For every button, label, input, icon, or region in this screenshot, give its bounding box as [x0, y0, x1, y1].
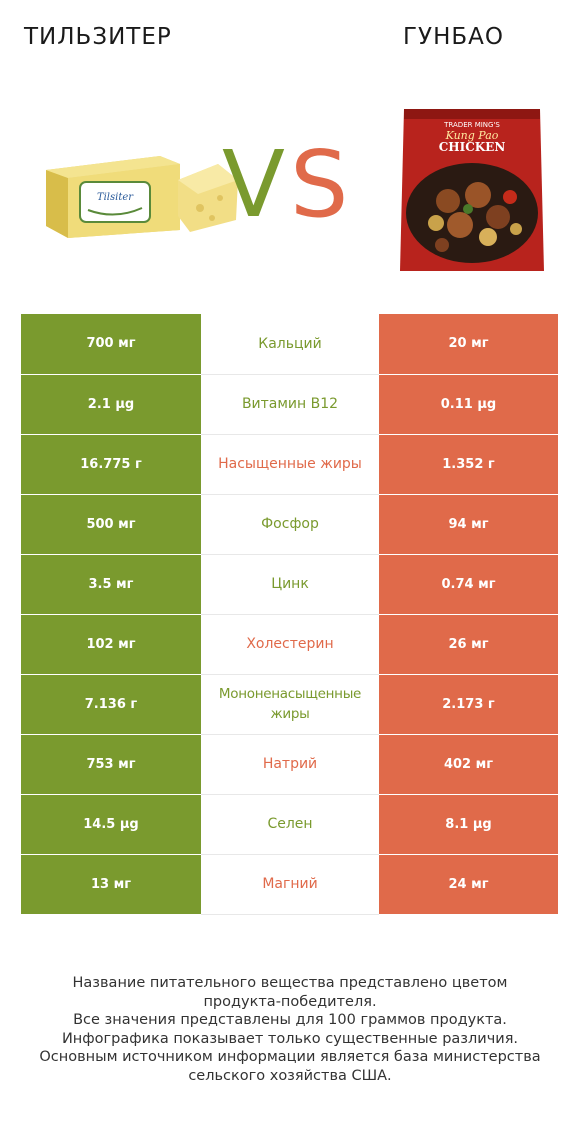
left-value: 14.5 µg — [21, 794, 201, 855]
right-value: 402 мг — [379, 734, 558, 795]
package-brand: TRADER MING'S — [443, 121, 500, 129]
right-value: 8.1 µg — [379, 794, 558, 855]
cheese-label: Tilsiter — [97, 192, 134, 203]
right-value: 20 мг — [379, 314, 558, 375]
table-row: 14.5 µg Селен 8.1 µg — [21, 794, 558, 855]
nutrient-name: Селен — [201, 794, 379, 855]
right-value: 0.74 мг — [379, 554, 558, 615]
left-product-title: ТИЛЬЗИТЕР — [24, 24, 172, 50]
nutrient-name: Насыщенные жиры — [201, 434, 379, 495]
right-value: 0.11 µg — [379, 374, 558, 435]
nutrient-name: Натрий — [201, 734, 379, 795]
kung-pao-chicken-image: TRADER MING'S Kung Pao CHICKEN — [400, 109, 544, 271]
nutrient-name: Витамин B12 — [201, 374, 379, 435]
left-value: 753 мг — [21, 734, 201, 795]
table-row: 753 мг Натрий 402 мг — [21, 734, 558, 795]
table-row: 102 мг Холестерин 26 мг — [21, 614, 558, 675]
footnote-line: Инфографика показывает только существенн… — [61, 1030, 519, 1047]
left-value: 13 мг — [21, 854, 201, 915]
table-row: 16.775 г Насыщенные жиры 1.352 г — [21, 434, 558, 495]
package-line2: CHICKEN — [439, 140, 506, 154]
table-row: 13 мг Магний 24 мг — [21, 854, 558, 915]
left-value: 700 мг — [21, 314, 201, 375]
footnote: Название питательного вещества представл… — [20, 974, 560, 1085]
right-value: 26 мг — [379, 614, 558, 675]
footnote-line: продукта-победителя. — [203, 993, 377, 1010]
left-value: 16.775 г — [21, 434, 201, 495]
footnote-line: Все значения представлены для 100 граммо… — [73, 1012, 507, 1028]
table-row: 7.136 г Мононенасыщенные жиры 2.173 г — [21, 674, 558, 735]
left-value: 7.136 г — [21, 674, 201, 735]
nutrient-name: Мононенасыщенные жиры — [201, 674, 379, 735]
nutrient-name: Кальций — [201, 314, 379, 375]
right-value: 24 мг — [379, 854, 558, 915]
nutrient-comparison-table: 700 мг Кальций 20 мг 2.1 µg Витамин B12 … — [21, 314, 558, 915]
table-row: 3.5 мг Цинк 0.74 мг — [21, 554, 558, 615]
left-value: 102 мг — [21, 614, 201, 675]
nutrient-name: Цинк — [201, 554, 379, 615]
nutrient-name: Фосфор — [201, 494, 379, 555]
left-value: 3.5 мг — [21, 554, 201, 615]
tilsiter-cheese-image: Tilsiter — [46, 156, 238, 238]
vs-label: V S — [220, 135, 360, 235]
nutrient-name: Холестерин — [201, 614, 379, 675]
vs-v-letter: V — [222, 131, 285, 238]
right-value: 2.173 г — [379, 674, 558, 735]
table-row: 2.1 µg Витамин B12 0.11 µg — [21, 374, 558, 435]
footnote-line: сельского хозяйства США. — [188, 1067, 392, 1084]
vs-s-letter: S — [290, 131, 349, 238]
left-value: 500 мг — [21, 494, 201, 555]
right-value: 1.352 г — [379, 434, 558, 495]
right-value: 94 мг — [379, 494, 558, 555]
nutrient-name: Магний — [201, 854, 379, 915]
footnote-line: Основным источником информации является … — [39, 1049, 541, 1065]
left-value: 2.1 µg — [21, 374, 201, 435]
footnote-line: Название питательного вещества представл… — [72, 975, 508, 991]
right-product-title: ГУНБАО — [403, 24, 504, 50]
table-row: 700 мг Кальций 20 мг — [21, 314, 558, 375]
table-row: 500 мг Фосфор 94 мг — [21, 494, 558, 555]
package-line1: Kung Pao — [445, 129, 499, 142]
